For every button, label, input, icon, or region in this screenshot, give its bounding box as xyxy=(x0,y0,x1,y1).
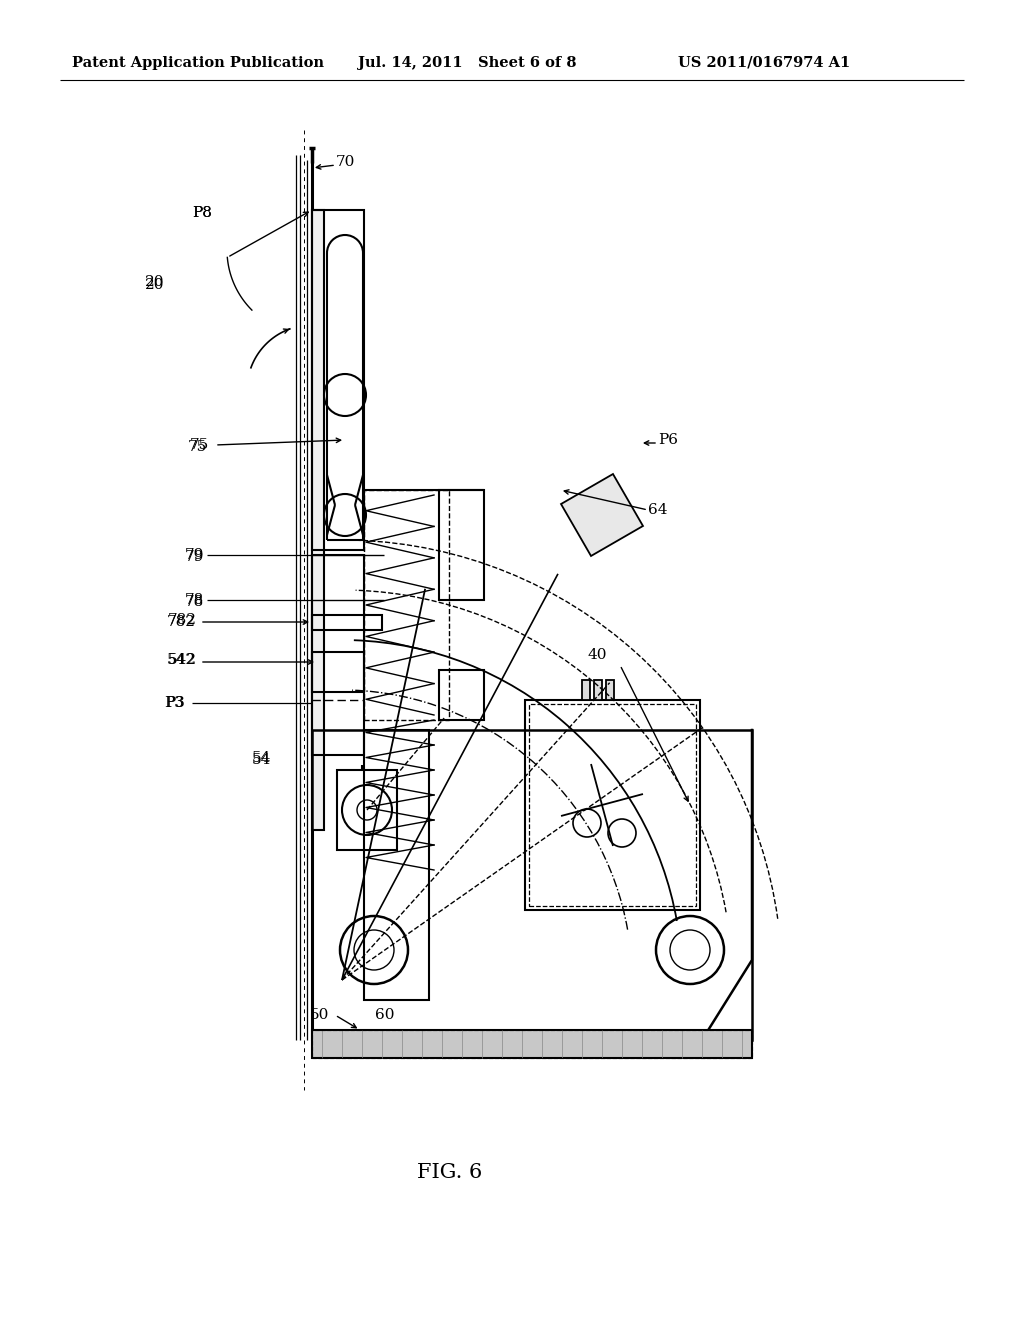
Text: 20: 20 xyxy=(145,279,165,292)
Text: 782: 782 xyxy=(168,612,197,627)
Bar xyxy=(364,730,429,1001)
Bar xyxy=(312,652,364,692)
Text: 20: 20 xyxy=(145,275,165,289)
Bar xyxy=(312,730,752,1040)
Bar xyxy=(439,671,484,719)
Text: P8: P8 xyxy=(193,206,212,220)
Text: P3: P3 xyxy=(165,696,185,710)
Polygon shape xyxy=(561,474,643,556)
Text: 78: 78 xyxy=(185,593,204,607)
Text: P3: P3 xyxy=(164,696,184,710)
Text: Jul. 14, 2011   Sheet 6 of 8: Jul. 14, 2011 Sheet 6 of 8 xyxy=(358,55,577,70)
Text: 782: 782 xyxy=(167,615,196,630)
Text: 70: 70 xyxy=(336,154,355,169)
Bar xyxy=(606,680,614,700)
Text: 542: 542 xyxy=(167,653,197,667)
Text: 64: 64 xyxy=(648,503,668,517)
Text: 78: 78 xyxy=(185,595,204,609)
Bar xyxy=(582,680,590,700)
Text: P6: P6 xyxy=(658,433,678,447)
Text: 40: 40 xyxy=(588,648,607,663)
Text: P8: P8 xyxy=(193,206,212,220)
Bar xyxy=(312,615,382,630)
Text: 75: 75 xyxy=(188,440,207,454)
Bar xyxy=(312,210,324,830)
Text: 50: 50 xyxy=(310,1008,330,1022)
Text: 542: 542 xyxy=(168,653,198,667)
Bar xyxy=(594,680,602,700)
Bar xyxy=(337,770,397,850)
Text: 54: 54 xyxy=(252,751,271,766)
Text: 79: 79 xyxy=(185,550,205,564)
Bar xyxy=(312,210,364,550)
Text: 54: 54 xyxy=(252,752,271,767)
Bar xyxy=(312,1030,752,1059)
Text: Patent Application Publication: Patent Application Publication xyxy=(72,55,324,70)
Text: US 2011/0167974 A1: US 2011/0167974 A1 xyxy=(678,55,850,70)
Bar xyxy=(312,554,364,755)
Text: 79: 79 xyxy=(185,548,205,562)
Text: 75: 75 xyxy=(190,438,209,451)
Text: 60: 60 xyxy=(375,1008,394,1022)
Bar xyxy=(525,700,700,909)
Text: FIG. 6: FIG. 6 xyxy=(418,1163,482,1181)
Bar xyxy=(312,1030,752,1059)
Bar xyxy=(529,704,696,906)
Bar xyxy=(439,490,484,601)
Bar xyxy=(364,490,449,719)
